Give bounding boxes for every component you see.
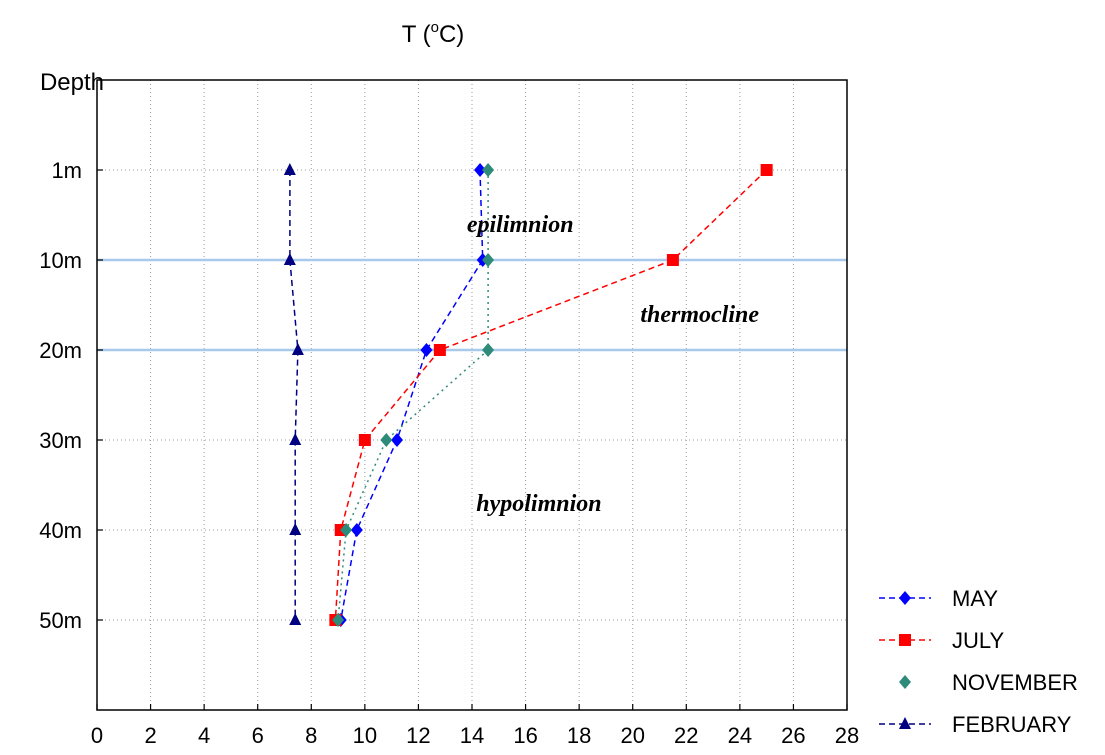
chart-title-end: C) [439,21,464,48]
data-point-july [666,254,679,266]
data-point-february [289,613,302,625]
series-line-may [340,169,484,621]
legend-marker-february [899,717,911,729]
x-tick-label: 2 [144,723,156,748]
marker-layer [283,163,773,627]
data-point-november [340,523,353,537]
x-tick-label: 4 [198,723,210,748]
x-tick-label: 16 [513,723,537,748]
plot-frame [96,79,848,711]
y-tick-label: 20m [39,338,82,363]
legend-label-july: JULY [952,628,1004,653]
y-tick-label: 50m [39,608,82,633]
data-point-july [760,164,773,176]
x-tick-label: 14 [460,723,484,748]
legend-marker-july [899,634,911,646]
series-layer [289,169,768,621]
series-line-november [337,170,489,621]
annotation-thermocline: thermocline [640,302,759,328]
x-tick-label: 28 [835,723,859,748]
series-line-july [334,169,768,621]
grid [97,80,847,710]
legend-marker-may [899,591,911,605]
data-point-february [291,343,304,355]
x-tick-label: 8 [305,723,317,748]
annotation-hypolimnion: hypolimnion [476,491,601,517]
y-tick-label: 1m [51,158,82,183]
y-tick-label: 30m [39,428,82,453]
legend: MAY JULY NOVEMBER FEBRUARY [879,586,1078,737]
data-point-july [433,344,446,356]
series-line-february [289,170,299,620]
chart-title-base: T ( [402,21,431,48]
data-point-november [332,613,345,627]
y-tick-label: 40m [39,518,82,543]
annotation-epilimnion: epilimnion [467,212,574,238]
x-tick-label: 12 [406,723,430,748]
y-axis-label: Depth [40,69,104,96]
data-point-february [283,163,296,175]
x-tick-label: 22 [674,723,698,748]
data-point-november [482,343,495,357]
data-point-may [420,343,433,357]
y-axis-ticks: 1m 10m 20m 30m 40m 50m [39,158,103,633]
legend-label-february: FEBRUARY [952,712,1072,737]
x-tick-label: 20 [620,723,644,748]
data-point-may [391,433,403,447]
x-tick-label: 10 [353,723,377,748]
legend-label-may: MAY [952,586,998,611]
chart-title: T (oC) [402,19,465,48]
x-tick-label: 0 [91,723,103,748]
data-point-july [358,434,371,446]
x-tick-label: 18 [567,723,591,748]
y-tick-label: 10m [39,248,82,273]
x-tick-label: 24 [728,723,752,748]
x-axis-ticks: 0 2 4 6 8 10 12 14 16 18 20 22 24 26 28 [91,704,859,748]
annotations: epilimnion thermocline hypolimnion [467,212,759,517]
data-point-may [474,163,487,177]
data-point-february [283,253,296,265]
legend-label-november: NOVEMBER [952,670,1078,695]
data-point-february [289,523,302,535]
x-tick-label: 26 [781,723,805,748]
data-point-november [482,253,495,267]
data-point-february [289,433,302,445]
x-tick-label: 6 [252,723,264,748]
data-point-may [350,523,363,537]
legend-marker-november [899,675,911,689]
data-point-november [482,163,495,177]
reference-lines [97,258,847,352]
chart-title-superscript: o [431,19,439,36]
data-point-november [380,433,393,447]
